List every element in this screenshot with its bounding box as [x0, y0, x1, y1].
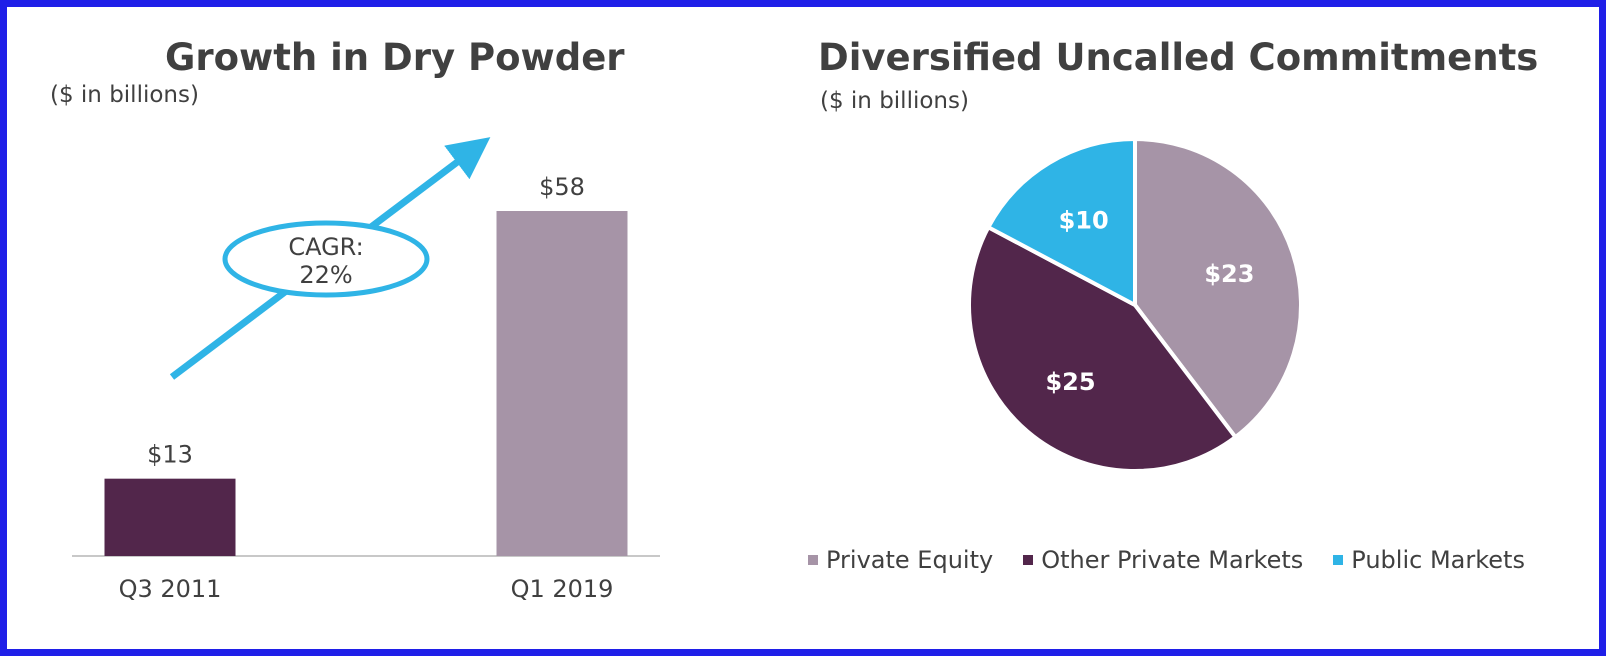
bar-chart-subtitle: ($ in billions) — [50, 82, 199, 108]
bar-chart: $13 Q3 2011 $58 Q1 2019 — [72, 173, 660, 603]
bar-value-label: $58 — [539, 173, 585, 201]
bar-1 — [496, 211, 628, 556]
legend-label: Other Private Markets — [1041, 546, 1304, 574]
pie-slice-label: $25 — [1045, 368, 1095, 396]
bar-chart-title: Growth in Dry Powder — [165, 36, 625, 79]
legend-label: Private Equity — [826, 546, 994, 574]
pie-slice-label: $23 — [1204, 260, 1254, 288]
pie-slice-0 — [1133, 137, 1303, 440]
legend-item: Other Private Markets — [1023, 546, 1303, 574]
legend-item: Private Equity — [808, 546, 993, 574]
pie-chart: $23 $25 $10 — [967, 137, 1303, 473]
legend-swatch — [808, 555, 818, 565]
cagr-annotation: CAGR: 22% — [169, 137, 491, 380]
bar-0 — [104, 478, 236, 556]
pie-slice-2 — [986, 137, 1137, 307]
legend-label: Public Markets — [1351, 546, 1525, 574]
x-tick-label: Q1 2019 — [511, 575, 614, 603]
cagr-label: CAGR: — [288, 233, 363, 261]
pie-slice-1 — [967, 225, 1238, 473]
cagr-ellipse — [222, 220, 430, 298]
pie-chart-subtitle: ($ in billions) — [820, 88, 969, 114]
pie-chart-title: Diversified Uncalled Commitments — [818, 36, 1539, 79]
bar-value-label: $13 — [147, 441, 193, 469]
x-tick-label: Q3 2011 — [119, 575, 222, 603]
legend-item: Public Markets — [1333, 546, 1525, 574]
legend-swatch — [1333, 555, 1344, 565]
pie-legend: Private Equity Other Private Markets Publi… — [808, 545, 1525, 575]
legend-swatch — [1023, 555, 1034, 565]
cagr-value: 22% — [299, 261, 352, 289]
pie-slice-label: $10 — [1059, 207, 1109, 235]
